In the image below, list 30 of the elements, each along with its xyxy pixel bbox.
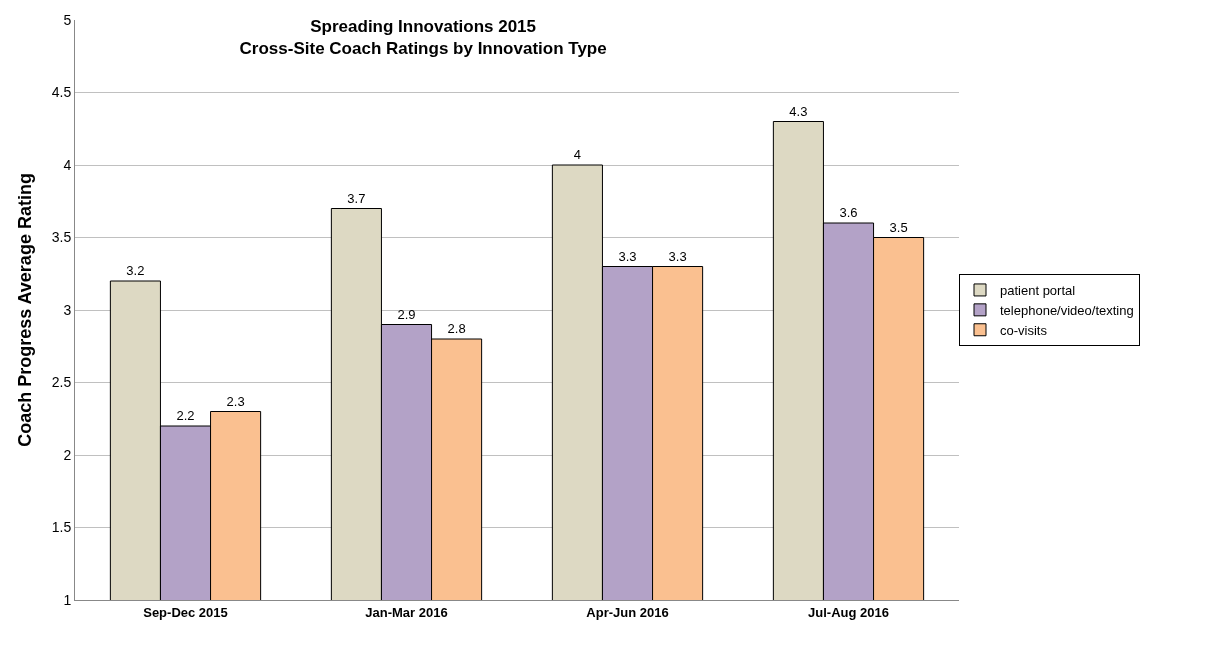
y-axis-title: Coach Progress Average Rating (14, 173, 35, 447)
y-tick-label: 3 (63, 301, 72, 318)
y-tick-label: 4 (63, 156, 72, 173)
x-tick-label: Jan-Mar 2016 (365, 604, 448, 620)
data-label: 3.5 (889, 219, 908, 235)
y-tick-label: 2.5 (51, 374, 72, 391)
x-tick-label: Apr-Jun 2016 (586, 604, 669, 620)
legend-label: patient portal (1000, 283, 1076, 299)
y-tick-label: 1 (63, 591, 72, 608)
y-tick-label: 3.5 (51, 229, 72, 246)
x-tick-label: Sep-Dec 2015 (143, 604, 228, 620)
y-tick-label: 5 (63, 11, 72, 28)
legend-label: telephone/video/texting (1000, 302, 1134, 318)
y-tick-label: 2 (63, 446, 72, 463)
data-label: 3.2 (126, 263, 145, 278)
data-label: 3.7 (347, 190, 366, 206)
legend-label: co-visits (1000, 322, 1048, 338)
data-label: 3.6 (839, 205, 858, 220)
data-label: 2.3 (226, 393, 245, 409)
data-label: 4 (573, 147, 582, 162)
text: Spreading Innovations 2015 Cross-Site Coach Ratings by Innovation Type (239, 17, 607, 59)
data-label: 3.3 (668, 248, 687, 264)
x-tick-label: Jul-Aug 2016 (808, 604, 889, 620)
y-tick-label: 4.5 (51, 84, 72, 101)
data-label: 2.2 (176, 408, 195, 423)
data-label: 4.3 (789, 103, 808, 119)
data-label: 2.8 (447, 321, 466, 336)
data-label: 2.9 (397, 306, 416, 322)
data-label: 3.3 (618, 248, 637, 264)
y-tick-label: 1.5 (51, 519, 72, 536)
